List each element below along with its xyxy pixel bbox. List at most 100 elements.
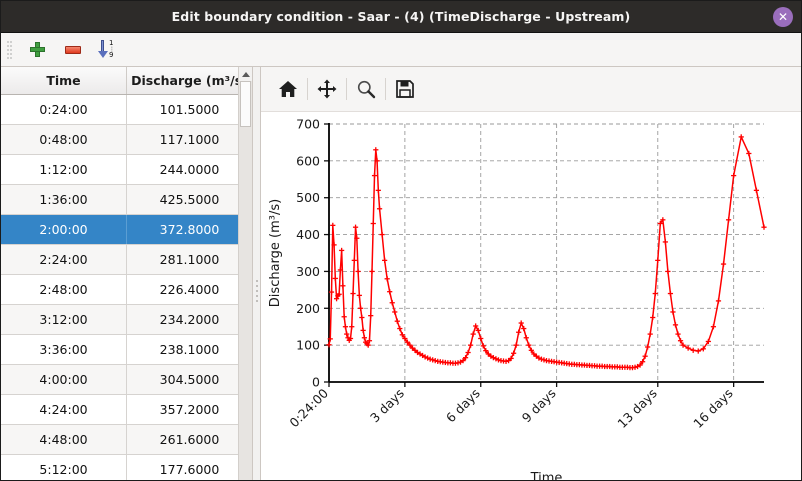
magnifier-icon <box>357 80 376 99</box>
x-tick-label: 9 days <box>519 386 559 426</box>
table-row[interactable]: 2:48:00 226.4000 <box>1 275 252 305</box>
close-icon[interactable]: ✕ <box>773 6 793 27</box>
home-button[interactable] <box>269 73 307 105</box>
pane-splitter[interactable] <box>253 67 260 480</box>
table-row[interactable]: 3:36:00 238.1000 <box>1 335 252 365</box>
cell-time[interactable]: 5:12:00 <box>1 455 127 480</box>
x-tick-label: 0:24:00 <box>286 385 331 430</box>
plus-icon <box>29 42 45 57</box>
scroll-up-button[interactable] <box>239 67 252 81</box>
cell-discharge[interactable]: 425.5000 <box>159 192 220 207</box>
sort-dots: ⋮ <box>109 45 115 53</box>
toolbar-separator-3 <box>385 78 386 100</box>
cell-discharge[interactable]: 177.6000 <box>159 462 220 477</box>
cell-time[interactable]: 3:12:00 <box>1 305 127 334</box>
scrollbar-thumb[interactable] <box>240 81 251 127</box>
sort-digit-top: 1 <box>109 38 114 47</box>
table-row[interactable]: 4:00:00 304.5000 <box>1 365 252 395</box>
chevron-up-icon <box>241 71 250 77</box>
data-table-pane: Time Discharge (m³/s) 0:24:00 101.5000 0:4… <box>1 67 253 480</box>
chart-pane: 0 100 200 300 400 500 600 700 0:24:00 3 days 6 day… <box>260 67 801 481</box>
cell-discharge[interactable]: 234.2000 <box>159 312 220 327</box>
series-markers <box>326 134 767 371</box>
table-body[interactable]: 0:24:00 101.5000 0:48:00 117.1000 1:12:00 244… <box>1 95 252 480</box>
y-tick-label: 300 <box>296 264 320 279</box>
cell-discharge[interactable]: 281.1000 <box>159 252 220 267</box>
splitter-grip <box>255 279 258 302</box>
toolbar-grip[interactable] <box>7 40 14 60</box>
table-row[interactable]: 1:36:00 425.5000 <box>1 185 252 215</box>
y-tick-label: 0 <box>312 375 320 390</box>
cell-time[interactable]: 1:36:00 <box>1 185 127 214</box>
x-tick-label: 6 days <box>443 386 483 426</box>
minus-icon <box>65 45 81 54</box>
cell-discharge[interactable]: 244.0000 <box>159 162 220 177</box>
cell-time[interactable]: 1:12:00 <box>1 155 127 184</box>
table-row[interactable]: 0:24:00 101.5000 <box>1 95 252 125</box>
cell-discharge[interactable]: 357.2000 <box>159 402 220 417</box>
toolbar-separator-1 <box>307 78 308 100</box>
cell-time[interactable]: 0:24:00 <box>1 95 127 124</box>
cell-time[interactable]: 4:00:00 <box>1 365 127 394</box>
table-row[interactable]: 2:24:00 281.1000 <box>1 245 252 275</box>
y-tick-label: 400 <box>296 227 320 242</box>
cell-time[interactable]: 4:48:00 <box>1 425 127 454</box>
cell-discharge[interactable]: 101.5000 <box>159 102 220 117</box>
table-row[interactable]: 5:12:00 177.6000 <box>1 455 252 480</box>
cell-discharge[interactable]: 304.5000 <box>159 372 220 387</box>
table-row[interactable]: 4:24:00 357.2000 <box>1 395 252 425</box>
table-row[interactable]: 4:48:00 261.6000 <box>1 425 252 455</box>
cell-time[interactable]: 0:48:00 <box>1 125 127 154</box>
y-tick-label: 700 <box>296 117 320 132</box>
floppy-disk-icon <box>396 80 414 98</box>
y-tick-label: 500 <box>296 190 320 205</box>
x-tick-label: 16 days <box>690 386 736 432</box>
save-figure-button[interactable] <box>386 73 424 105</box>
y-tick-label: 200 <box>296 301 320 316</box>
cell-discharge[interactable]: 226.4000 <box>159 282 220 297</box>
chart-navigation-toolbar <box>261 67 801 112</box>
column-header-discharge[interactable]: Discharge (m³/s) <box>131 73 248 88</box>
title-bar: Edit boundary condition - Saar - (4) (Ti… <box>1 1 801 33</box>
cell-time[interactable]: 2:48:00 <box>1 275 127 304</box>
table-vertical-scrollbar[interactable] <box>238 67 252 480</box>
column-header-time[interactable]: Time <box>1 67 127 94</box>
toolbar-separator-2 <box>346 78 347 100</box>
home-icon <box>279 81 297 97</box>
cell-time[interactable]: 2:00:00 <box>1 215 127 244</box>
cell-time[interactable]: 3:36:00 <box>1 335 127 364</box>
cell-discharge[interactable]: 372.8000 <box>159 222 220 237</box>
discharge-plot[interactable]: 0 100 200 300 400 500 600 700 0:24:00 3 days 6 day… <box>261 112 801 481</box>
add-row-button[interactable] <box>20 35 54 65</box>
move-icon <box>317 79 337 99</box>
series-line <box>328 134 765 369</box>
x-tick-label: 13 days <box>614 386 660 432</box>
scrollbar-track[interactable] <box>239 81 252 480</box>
y-tick-label: 100 <box>296 338 320 353</box>
cell-time[interactable]: 4:24:00 <box>1 395 127 424</box>
sort-ascending-button[interactable]: 1 ⋮ 9 <box>92 35 126 65</box>
discharge-chart-svg: 0 100 200 300 400 500 600 700 0:24:00 3 days 6 day… <box>268 117 767 481</box>
sort-ascending-icon: 1 ⋮ 9 <box>98 38 119 60</box>
table-row[interactable]: 0:48:00 117.1000 <box>1 125 252 155</box>
zoom-button[interactable] <box>347 73 385 105</box>
cell-discharge[interactable]: 117.1000 <box>159 132 220 147</box>
main-toolbar: 1 ⋮ 9 <box>1 33 801 67</box>
y-tick-label: 600 <box>296 153 320 168</box>
y-axis-label: Discharge (m³/s) <box>268 199 283 307</box>
table-header-row: Time Discharge (m³/s) <box>1 67 252 95</box>
table-row[interactable]: 1:12:00 244.0000 <box>1 155 252 185</box>
cell-discharge[interactable]: 238.1000 <box>159 342 220 357</box>
table-row[interactable]: 2:00:00 372.8000 <box>1 215 252 245</box>
window-body: Time Discharge (m³/s) 0:24:00 101.5000 0:4… <box>1 67 801 481</box>
window-title: Edit boundary condition - Saar - (4) (Ti… <box>171 9 631 24</box>
sort-digit-bottom: 9 <box>109 50 114 59</box>
table-row[interactable]: 3:12:00 234.2000 <box>1 305 252 335</box>
cell-discharge[interactable]: 261.6000 <box>159 432 220 447</box>
pan-button[interactable] <box>308 73 346 105</box>
x-axis-label: Time <box>530 471 563 481</box>
x-tick-label: 3 days <box>367 386 407 426</box>
cell-time[interactable]: 2:24:00 <box>1 245 127 274</box>
remove-row-button[interactable] <box>56 35 90 65</box>
